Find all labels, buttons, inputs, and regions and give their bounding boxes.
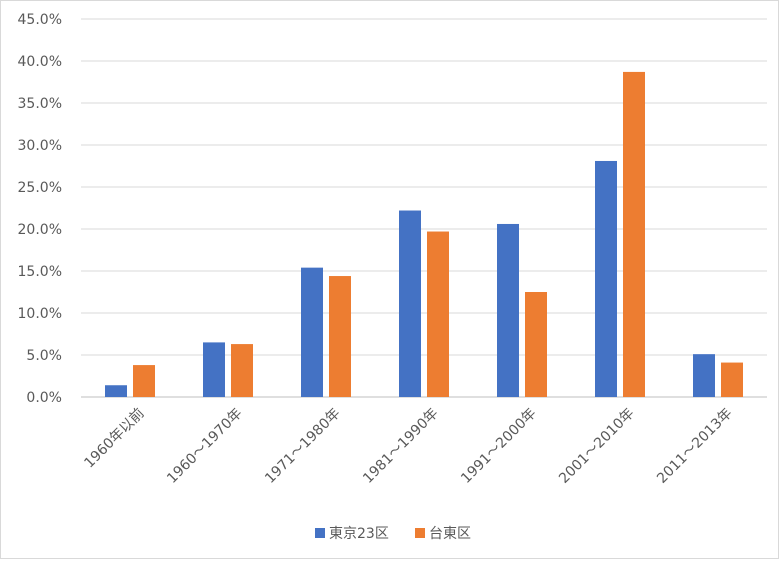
bar-taito-3 (427, 231, 449, 397)
bar-taito-5 (623, 71, 645, 398)
y-axis-tick-labels: 0.0% 5.0% 10.0% 15.0% 20.0% 25.0% 30.0% 35.0% 40… (18, 12, 62, 406)
legend-label: 東京23区 (329, 526, 389, 542)
y-tick-label: 30.0% (18, 138, 62, 154)
legend-swatch (315, 528, 325, 538)
bar-tokyo23-2 (301, 267, 323, 397)
y-tick-label: 10.0% (18, 306, 62, 322)
y-tick-label: 20.0% (18, 222, 62, 238)
x-axis-tick-labels: 1960年以前 1960～1970年 1971～1980年 1981～1990年 199… (81, 405, 736, 487)
y-tick-label: 40.0% (18, 54, 62, 70)
y-tick-label: 0.0% (26, 390, 62, 406)
bars (105, 71, 743, 398)
x-tick-label: 1960年以前 (81, 405, 148, 472)
x-tick-label: 1981～1990年 (360, 405, 442, 487)
y-tick-label: 25.0% (18, 180, 62, 196)
bar-tokyo23-0 (105, 385, 127, 397)
bar-taito-1 (231, 344, 253, 397)
bar-taito-6 (721, 362, 743, 397)
bar-tokyo23-4 (497, 223, 519, 397)
y-tick-label: 5.0% (26, 348, 62, 364)
x-tick-label: 2001～2010年 (556, 405, 638, 487)
x-tick-label: 1960～1970年 (164, 405, 246, 487)
x-tick-label: 1991～2000年 (458, 405, 540, 487)
legend-label: 台東区 (429, 526, 471, 542)
gridlines (81, 18, 767, 398)
bar-taito-2 (329, 276, 351, 397)
y-tick-label: 35.0% (18, 96, 62, 112)
bar-taito-4 (525, 292, 547, 397)
x-tick-label: 1971～1980年 (262, 405, 344, 487)
bar-tokyo23-5 (595, 160, 617, 397)
bar-tokyo23-6 (693, 354, 715, 397)
y-tick-label: 45.0% (18, 12, 62, 28)
bar-tokyo23-1 (203, 342, 225, 397)
x-tick-label: 2011～2013年 (654, 405, 736, 487)
y-tick-label: 15.0% (18, 264, 62, 280)
bar-taito-0 (133, 365, 155, 397)
legend-swatch (415, 528, 425, 538)
bar-tokyo23-3 (399, 210, 421, 397)
legend: 東京23区 台東区 (315, 526, 471, 542)
